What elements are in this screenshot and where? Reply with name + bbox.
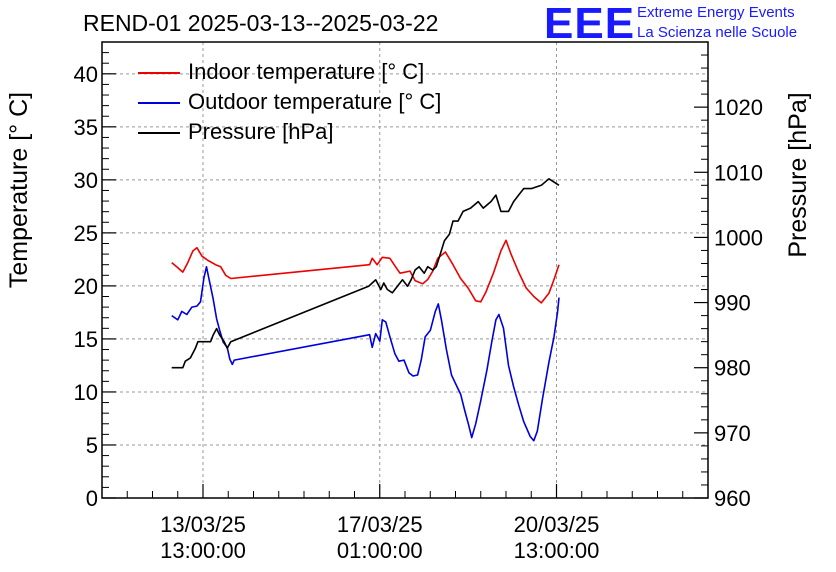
left-tick-label: 15: [74, 327, 98, 352]
left-tick-label: 5: [86, 433, 98, 458]
x-tick-label-time: 13:00:00: [514, 538, 600, 563]
series-layer: [171, 178, 560, 442]
right-tick-label: 1010: [714, 160, 763, 185]
legend-swatch-pressure: [138, 132, 180, 134]
x-tick-label-time: 13:00:00: [160, 538, 246, 563]
legend-label-outdoor: Outdoor temperature [° C]: [188, 89, 442, 114]
series-line-outdoor: [171, 265, 560, 442]
left-tick-label: 0: [86, 486, 98, 511]
chart-title: REND-01 2025-03-13--2025-03-22: [83, 10, 439, 36]
left-tick-label: 10: [74, 380, 98, 405]
right-tick-label: 1020: [714, 95, 763, 120]
legend-label-indoor: Indoor temperature [° C]: [188, 59, 425, 84]
right-axis-label: Pressure [hPa]: [784, 92, 812, 257]
series-line-indoor: [171, 239, 560, 304]
left-tick-label: 25: [74, 221, 98, 246]
left-axis-label: Temperature [° C]: [5, 92, 33, 288]
right-axis: 960 970 980 990 1000 1010 1020: [694, 54, 763, 511]
logo-line-2: La Scienza nelle Scuole: [637, 24, 798, 41]
x-tick-label-date: 20/03/25: [514, 512, 600, 537]
right-tick-label: 980: [714, 356, 751, 381]
left-tick-label: 40: [74, 62, 98, 87]
series-line-pressure: [171, 178, 560, 369]
x-axis: 13/03/2513:00:0017/03/2501:00:0020/03/25…: [126, 484, 684, 563]
left-axis: 0 5 10 15 20 25 30 35 40: [74, 41, 116, 511]
right-tick-label: 1000: [714, 225, 763, 250]
legend-swatch-indoor: [138, 72, 180, 74]
legend-label-pressure: Pressure [hPa]: [188, 119, 334, 144]
legend-swatch-outdoor: [138, 102, 180, 104]
left-tick-label: 20: [74, 274, 98, 299]
x-tick-label-time: 01:00:00: [337, 538, 423, 563]
x-tick-label-date: 13/03/25: [160, 512, 246, 537]
left-tick-label: 35: [74, 115, 98, 140]
logo-line-1: Extreme Energy Events: [637, 4, 795, 21]
left-tick-label: 30: [74, 168, 98, 193]
grid-lines: [102, 42, 708, 498]
right-tick-label: 990: [714, 291, 751, 316]
right-tick-label: 960: [714, 486, 751, 511]
right-tick-label: 970: [714, 421, 751, 446]
x-tick-label-date: 17/03/25: [337, 512, 423, 537]
eee-logo: EEE: [544, 0, 636, 48]
